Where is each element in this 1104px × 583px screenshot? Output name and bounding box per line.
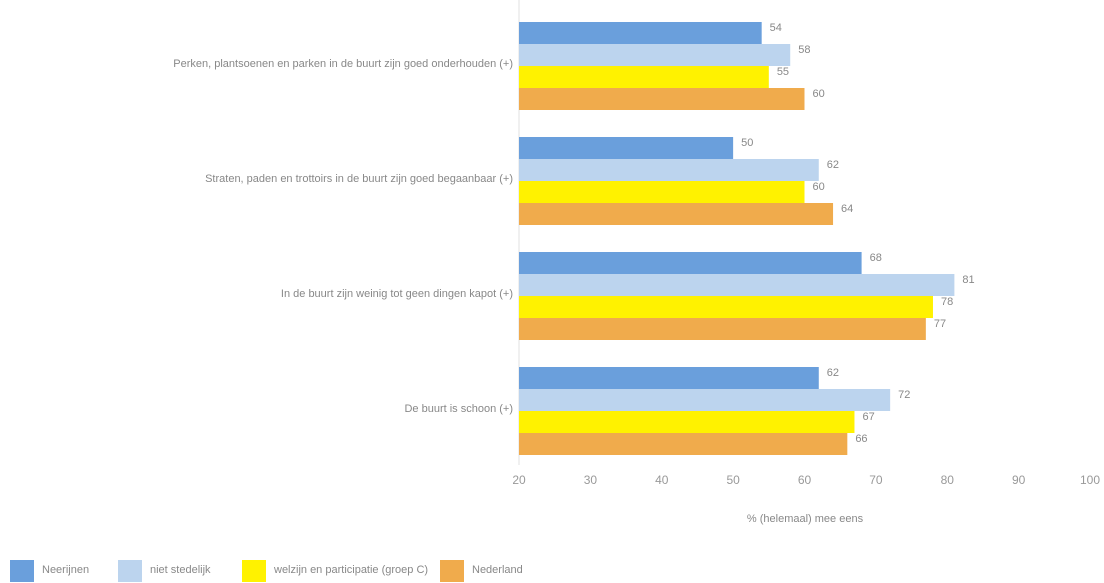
data-label: 64 — [841, 203, 853, 215]
data-label: 62 — [827, 159, 839, 171]
data-label: 58 — [798, 44, 810, 56]
legend-swatch — [118, 560, 142, 582]
bar — [519, 137, 734, 159]
data-label: 66 — [855, 433, 867, 445]
category-label: In de buurt zijn weinig tot geen dingen … — [281, 288, 513, 300]
bar — [519, 411, 855, 433]
bar — [519, 22, 762, 44]
bar — [519, 44, 791, 66]
data-label: 81 — [962, 274, 974, 286]
bar — [519, 252, 862, 274]
bar — [519, 433, 848, 455]
bar — [519, 367, 819, 389]
category-label: De buurt is schoon (+) — [404, 403, 513, 415]
x-tick-label: 90 — [1012, 473, 1026, 487]
bar — [519, 296, 933, 318]
category-label: Straten, paden en trottoirs in de buurt … — [205, 173, 513, 185]
x-tick-label: 30 — [584, 473, 598, 487]
data-label: 62 — [827, 367, 839, 379]
x-tick-label: 40 — [655, 473, 669, 487]
bar — [519, 318, 926, 340]
bar — [519, 389, 891, 411]
bar — [519, 181, 805, 203]
x-tick-label: 80 — [941, 473, 955, 487]
bar — [519, 203, 834, 225]
data-label: 55 — [777, 66, 789, 78]
data-label: 68 — [870, 252, 882, 264]
bar — [519, 66, 769, 88]
legend-label: Neerijnen — [42, 564, 89, 576]
legend-swatch — [440, 560, 464, 582]
data-label: 54 — [770, 22, 782, 34]
legend-swatch — [10, 560, 34, 582]
legend-swatch — [242, 560, 266, 582]
x-tick-label: 60 — [798, 473, 812, 487]
bar — [519, 159, 819, 181]
x-tick-label: 50 — [726, 473, 740, 487]
x-tick-label: 70 — [869, 473, 883, 487]
legend-label: niet stedelijk — [150, 564, 211, 576]
x-tick-label: 100 — [1080, 473, 1100, 487]
x-tick-label: 20 — [512, 473, 526, 487]
data-label: 50 — [741, 137, 753, 149]
data-label: 60 — [813, 88, 825, 100]
legend-label: welzijn en participatie (groep C) — [273, 564, 428, 576]
data-label: 60 — [813, 181, 825, 193]
category-label: Perken, plantsoenen en parken in de buur… — [173, 58, 513, 70]
data-label: 67 — [862, 411, 874, 423]
bar — [519, 88, 805, 110]
data-label: 77 — [934, 318, 946, 330]
data-label: 72 — [898, 389, 910, 401]
legend-label: Nederland — [472, 564, 523, 576]
bar — [519, 274, 955, 296]
x-axis-label: % (helemaal) mee eens — [747, 513, 864, 525]
data-label: 78 — [941, 296, 953, 308]
